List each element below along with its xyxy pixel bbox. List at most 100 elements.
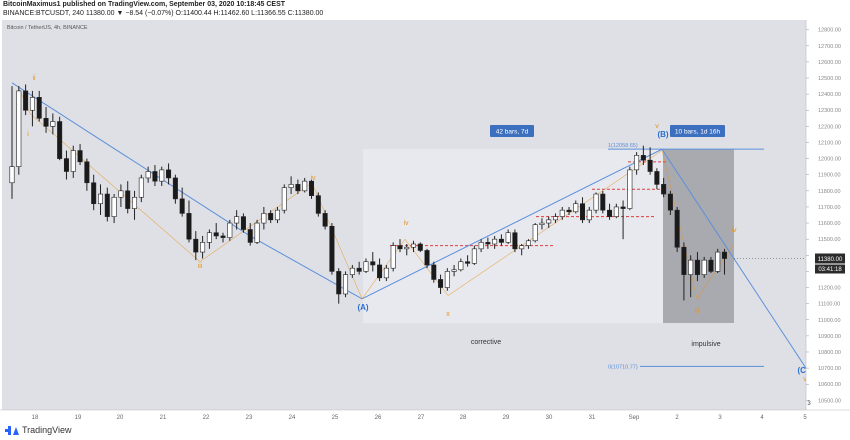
tradingview-logo-icon (5, 425, 19, 435)
candle-body (104, 193, 110, 217)
candle-body (240, 216, 246, 230)
candle-body (227, 222, 233, 238)
time-tick-label: 23 (246, 415, 253, 421)
price-tick-label: 10800.00 (818, 350, 841, 356)
candle-body (505, 232, 511, 243)
candle-body (91, 182, 97, 205)
pivot-label: (C) (797, 366, 808, 375)
time-tick-label: 29 (503, 415, 510, 421)
time-tick-label: 18 (32, 415, 39, 421)
wave-label-v: v (803, 376, 807, 383)
candle-body (411, 243, 417, 248)
tradingview-logo[interactable]: TradingView (5, 425, 72, 435)
wave-label-x: x (446, 311, 450, 318)
price-tick-label: 12100.00 (818, 140, 841, 146)
candle-body (485, 242, 491, 245)
time-tick-label: 21 (160, 415, 167, 421)
candle-body (667, 193, 673, 211)
candle-body (50, 121, 56, 127)
candle-body (234, 216, 240, 224)
candle-body (627, 169, 633, 209)
price-tick-label: 12300.00 (818, 108, 841, 114)
candle-body (613, 206, 619, 217)
price-tick-label: 12600.00 (818, 60, 841, 66)
time-tick-label: 2 (675, 415, 679, 421)
price-tick-label: 11900.00 (818, 173, 841, 179)
wave-label-i: i (27, 131, 29, 138)
publish-info: BitcoinMaximus1 published on TradingView… (3, 1, 286, 8)
candle-body (377, 264, 383, 279)
price-tick-label: 12800.00 (818, 28, 841, 34)
candle-body (23, 90, 29, 111)
price-tick-label: 10700.00 (818, 366, 841, 372)
candle-body (274, 209, 280, 221)
candle-body (654, 171, 660, 185)
candle-body (566, 209, 572, 213)
candle-body (159, 169, 165, 182)
candle-body (539, 222, 545, 225)
range-badge-corrective: 42 bars, 7d (496, 129, 529, 136)
countdown-label: 03:41:18 (818, 267, 842, 273)
candle-body (186, 213, 192, 240)
candle-body (363, 261, 369, 272)
candle-body (200, 242, 206, 253)
price-tick-label: 12200.00 (818, 124, 841, 130)
candle-body (600, 193, 606, 211)
wave-label-ii: ii (32, 75, 36, 82)
candle-body (132, 196, 138, 209)
chart-title: Bitcoin / TetherUS, 4h, BINANCE (7, 25, 88, 31)
candle-body (404, 246, 410, 250)
candle-body (70, 150, 76, 172)
candle-body (634, 155, 640, 171)
price-tick-label: 10500.00 (818, 398, 841, 404)
candle-body (356, 267, 362, 272)
candle-body (261, 213, 267, 224)
candle-body (708, 259, 714, 272)
candle-body (397, 245, 403, 250)
candle-body (97, 193, 103, 205)
price-tick-label: 11800.00 (818, 189, 841, 195)
candle-body (721, 251, 727, 259)
trendline-2 (361, 148, 663, 300)
range-badge-impulsive: 10 bars, 1d 16h (675, 129, 721, 136)
time-tick-label: 31 (589, 415, 596, 421)
candle-body (688, 259, 694, 275)
time-tick-label: 22 (203, 415, 210, 421)
candle-body (193, 238, 199, 253)
time-tick-label: 28 (460, 415, 467, 421)
time-tick-label: 5 (803, 415, 807, 421)
candle-body (370, 261, 376, 266)
candle-body (620, 206, 626, 209)
candle-body (343, 274, 349, 295)
candle-body (77, 150, 83, 163)
price-tick-label: 11200.00 (818, 286, 841, 292)
candle-body (322, 213, 328, 227)
current-price-badge (815, 253, 845, 264)
pivot-label: (A) (357, 303, 368, 312)
candle-body (152, 171, 158, 182)
candle-body (465, 261, 471, 264)
candle-body (471, 248, 477, 264)
trendline-0 (11, 82, 251, 237)
range-badge-impulsive-bg (670, 125, 725, 137)
candle-body (640, 155, 646, 161)
candle-body (431, 264, 437, 280)
candle-body (580, 203, 586, 221)
time-tick-label: 20 (117, 415, 124, 421)
candle-body (498, 238, 504, 243)
candle-body (172, 177, 178, 200)
candle-body (288, 184, 294, 188)
candle-body (532, 224, 538, 242)
candle-body (593, 193, 599, 211)
price-tick-label: 11700.00 (818, 205, 841, 211)
candle-body (220, 235, 226, 238)
candle-body (424, 250, 430, 266)
candle-body (125, 190, 131, 209)
price-tick-label: 11500.00 (818, 237, 841, 243)
fib-level-label-0: 0(10710.77) (608, 364, 638, 370)
candle-body (179, 198, 185, 214)
candle-body (57, 121, 63, 159)
candle-body (29, 97, 35, 111)
current-price-label: 11380.00 (818, 257, 843, 263)
